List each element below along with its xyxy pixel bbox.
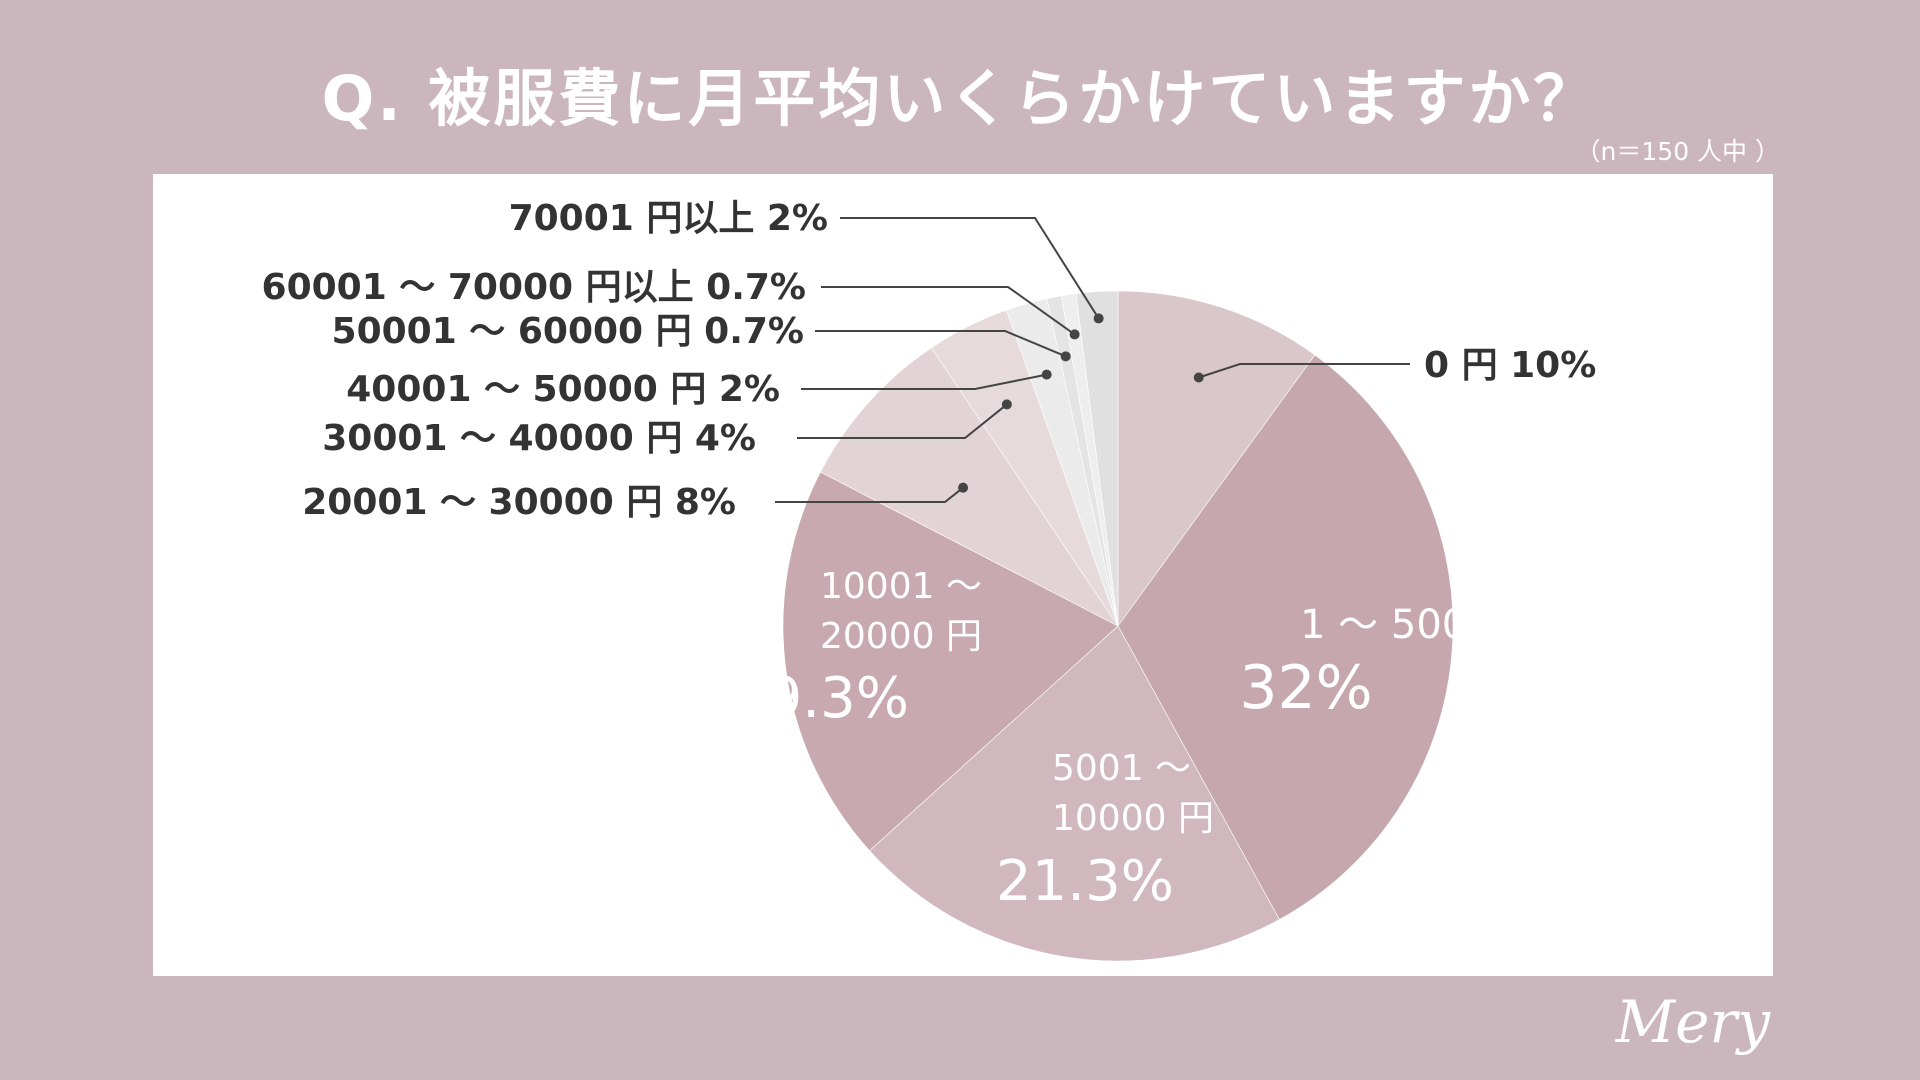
mery-logo: Mery [1615, 988, 1770, 1056]
slice-label-7: 50001 ～ 60000 円 0.7% [332, 311, 804, 352]
pie-slice-0 [1117, 290, 1316, 627]
leader-dot-9 [1093, 313, 1104, 324]
leader-dot-6 [1041, 369, 1052, 380]
leader-line-8 [821, 286, 1076, 336]
leader-dot-7 [1060, 351, 1071, 362]
leader-dot-0 [1193, 372, 1204, 383]
slice-label-1-line-0: 1 ～ 5000 円 [1300, 602, 1545, 648]
pie-slice-3 [782, 471, 1119, 852]
slice-label-0: 0 円 10% [1424, 345, 1596, 386]
pie-slice-1 [1117, 354, 1454, 920]
slice-label-6: 40001 ～ 50000 円 2% [346, 369, 780, 410]
slice-label-9: 70001 円以上 2% [509, 198, 828, 239]
slice-label-8: 60001 ～ 70000 円以上 0.7% [262, 267, 806, 308]
sample-size-note: （n＝150 人中 ） [1575, 137, 1780, 166]
slice-label-3-line-0: 10001 ～ [820, 566, 982, 607]
slice-label-3-line-1: 20000 円 [820, 616, 982, 657]
leader-line-4 [775, 486, 964, 503]
slice-label-2-line-1: 10000 円 [1052, 798, 1214, 839]
leader-dot-5 [1001, 399, 1012, 410]
leader-line-6 [801, 373, 1047, 390]
page-title: Q. 被服費に月平均いくらかけていますか？ [321, 62, 1599, 135]
slice-percent-3: 19.3% [731, 666, 909, 731]
slice-percent-1: 32% [1239, 653, 1372, 723]
leader-line-9 [840, 217, 1100, 319]
leader-dot-4 [958, 482, 969, 493]
leader-line-7 [815, 330, 1067, 358]
slice-percent-2: 21.3% [996, 849, 1174, 914]
slice-label-2-line-0: 5001 ～ [1052, 748, 1191, 789]
pie-slice-4 [820, 347, 1119, 627]
leader-line-0 [1198, 363, 1410, 379]
pie-slice-9 [1075, 290, 1119, 627]
slice-label-4: 20001 ～ 30000 円 8% [302, 482, 736, 523]
leader-line-5 [797, 403, 1008, 439]
leader-dot-8 [1069, 329, 1080, 340]
pie-slice-2 [869, 625, 1280, 962]
slice-label-5: 30001 ～ 40000 円 4% [322, 418, 756, 459]
